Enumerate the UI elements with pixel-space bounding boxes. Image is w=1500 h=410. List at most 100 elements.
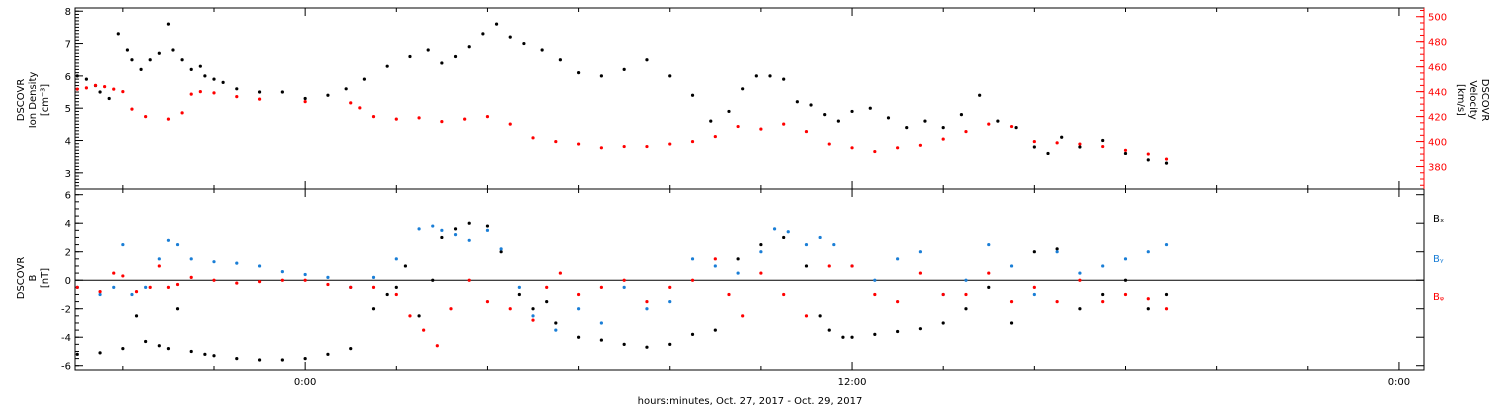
by-point <box>166 238 171 242</box>
velocity-point <box>358 106 362 110</box>
ion-density-point <box>139 67 143 72</box>
bx-point <box>157 344 161 348</box>
bz-point <box>166 285 171 289</box>
velocity-ylabel-line3: [km/s] <box>1455 84 1466 116</box>
bz-point <box>394 292 398 297</box>
bz-point <box>98 290 102 294</box>
bz-point <box>1164 307 1169 311</box>
bz-point <box>599 285 603 289</box>
bz-point <box>987 271 991 275</box>
bx-point <box>517 292 521 297</box>
by-point <box>759 250 763 254</box>
velocity-point <box>394 117 398 121</box>
ion-density-point <box>303 96 307 101</box>
ion-density-point <box>978 93 982 97</box>
ion-density-point <box>809 103 813 107</box>
ion-density-series <box>75 22 1169 165</box>
bz-point <box>189 275 193 279</box>
bfield-panel-frame <box>74 188 1425 371</box>
by-point <box>690 257 695 261</box>
ion-density-point <box>522 41 526 46</box>
velocity-point <box>371 115 376 119</box>
bx-point <box>782 235 786 240</box>
ion-density-point <box>727 109 731 114</box>
bz-point <box>112 271 116 275</box>
bx-point <box>453 227 458 231</box>
ion-density-point <box>426 48 430 52</box>
velocity-point <box>198 90 202 94</box>
bx-point <box>713 328 717 332</box>
bz-point <box>303 278 307 282</box>
ion-density-point <box>157 51 161 55</box>
ion-density-point <box>1078 145 1082 149</box>
by-point <box>786 230 790 234</box>
bx-point <box>818 314 822 318</box>
by-point <box>772 227 777 231</box>
density-panel-frame <box>74 7 1425 190</box>
ion-density-point <box>508 35 512 39</box>
by-point <box>818 235 822 240</box>
bx-point <box>431 278 435 282</box>
velocity-ylabel-line2: Velocity <box>1467 80 1478 119</box>
bz-point <box>467 278 471 282</box>
bx-point <box>576 335 581 339</box>
velocity-point <box>941 137 945 141</box>
bx-point <box>326 352 330 356</box>
ion-density-point <box>599 74 603 78</box>
by-point <box>121 242 125 247</box>
density-tick-label: 7 <box>65 40 71 51</box>
by-point <box>157 257 161 261</box>
bz-point <box>1123 292 1128 297</box>
ion-density-point <box>941 125 945 130</box>
bx-point <box>1101 292 1105 297</box>
bx-point <box>545 299 549 304</box>
bx-point <box>841 335 845 339</box>
ion-density-point <box>326 93 330 97</box>
by-point <box>964 278 968 282</box>
ion-density-point <box>84 77 88 81</box>
legend-entry-2: Bᵩ <box>1433 292 1444 303</box>
bx-point <box>759 242 763 247</box>
bx-point <box>485 224 490 228</box>
bx-point <box>235 356 239 361</box>
bx-point <box>189 349 193 354</box>
by-point <box>1146 250 1150 254</box>
ion-density-point <box>1146 158 1150 162</box>
bz-point <box>804 314 809 318</box>
ion-density-point <box>768 74 772 78</box>
bz-point <box>918 271 923 275</box>
bx-point <box>394 285 398 289</box>
by-point <box>713 264 717 268</box>
ion-density-point <box>408 54 412 59</box>
by-point <box>1123 257 1128 261</box>
bz-point <box>713 257 717 261</box>
ion-density-point <box>923 119 927 123</box>
velocity-point <box>75 87 79 91</box>
bx-point <box>257 358 262 362</box>
velocity-point <box>873 149 877 154</box>
ion-density-point <box>741 87 745 91</box>
ion-density-point <box>362 77 366 81</box>
bx-point <box>987 285 991 289</box>
ion-density-point <box>180 58 184 62</box>
density-ylabel-line1: DSCOVR <box>16 79 27 122</box>
bz-point <box>422 328 426 332</box>
by-point <box>873 278 877 282</box>
velocity-point <box>463 117 467 121</box>
ion-density-point <box>453 54 458 59</box>
velocity-point <box>417 116 421 120</box>
velocity-tick-label: 420 <box>1428 113 1447 124</box>
by-point <box>431 224 435 228</box>
ion-density-point <box>171 48 175 52</box>
by-point <box>130 292 134 297</box>
velocity-point <box>212 91 216 95</box>
bfield-ylabel-line3: [nT] <box>40 268 51 288</box>
by-point <box>212 260 216 264</box>
by-point <box>1009 264 1014 268</box>
ion-density-point <box>886 116 891 120</box>
velocity-point <box>576 142 581 146</box>
bx-point <box>499 250 503 254</box>
by-point <box>440 228 444 232</box>
velocity-point <box>964 129 968 134</box>
bx-point <box>668 342 672 346</box>
